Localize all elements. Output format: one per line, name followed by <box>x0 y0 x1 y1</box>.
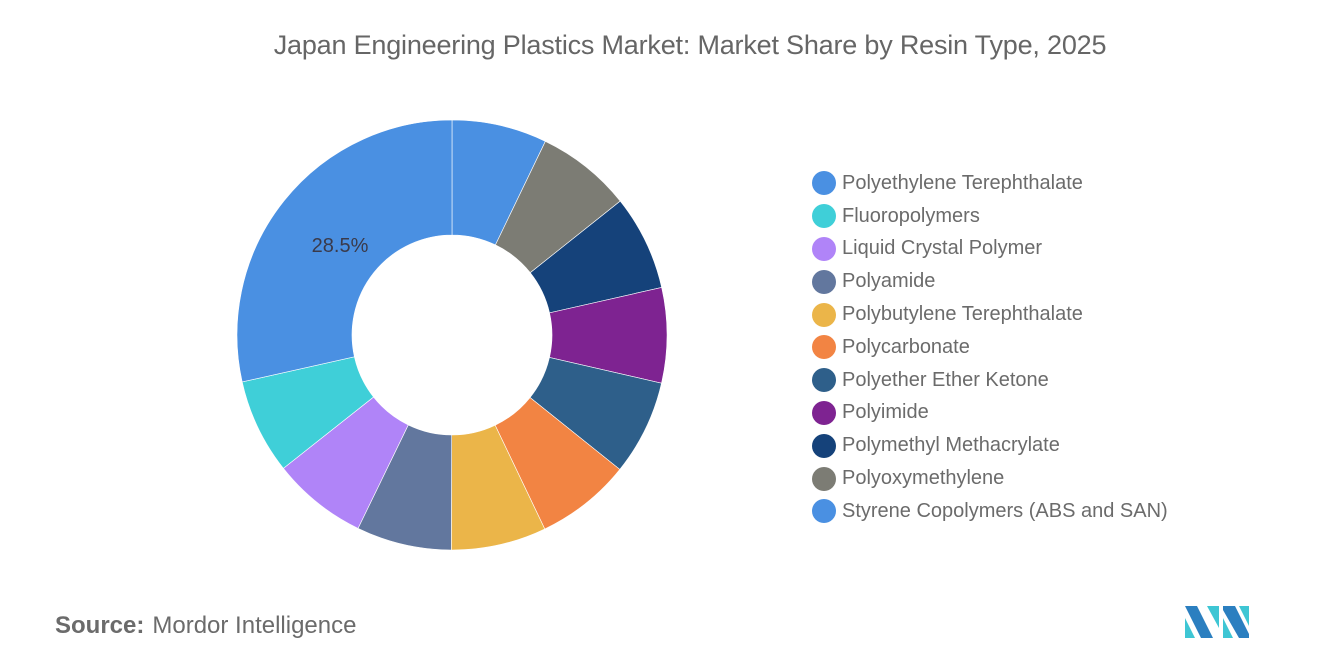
legend-swatch-icon <box>812 204 836 229</box>
donut-slices <box>236 119 668 551</box>
legend-label: Polyoxymethylene <box>842 467 1005 490</box>
legend-item-polyamide[interactable]: Polyamide <box>812 265 1168 298</box>
legend-swatch-icon <box>812 499 836 524</box>
legend-label: Polycarbonate <box>842 335 970 358</box>
slice-data-label: 28.5% <box>312 235 369 257</box>
legend-item-polyethylene-terephthalate[interactable]: Polyethylene Terephthalate <box>812 167 1168 200</box>
chart-legend: Polyethylene Terephthalate Fluoropolymer… <box>812 167 1168 528</box>
chart-title: Japan Engineering Plastics Market: Marke… <box>273 30 1107 60</box>
legend-swatch-icon <box>812 368 836 393</box>
legend-item-polyimide[interactable]: Polyimide <box>812 397 1168 430</box>
legend-label: Polyethylene Terephthalate <box>842 171 1083 194</box>
legend-item-polyoxymethylene[interactable]: Polyoxymethylene <box>812 462 1168 495</box>
legend-label: Polymethyl Methacrylate <box>842 434 1060 457</box>
legend-item-fluoropolymers[interactable]: Fluoropolymers <box>812 200 1168 233</box>
mordor-intelligence-logo-icon <box>1185 606 1249 638</box>
legend-label: Liquid Crystal Polymer <box>842 237 1043 260</box>
legend-item-polyether-ether-ketone[interactable]: Polyether Ether Ketone <box>812 364 1168 397</box>
legend-label: Polyamide <box>842 270 936 293</box>
legend-label: Polyether Ether Ketone <box>842 368 1049 391</box>
legend-swatch-icon <box>812 171 836 196</box>
legend-label: Fluoropolymers <box>842 204 980 227</box>
legend-label: Polybutylene Terephthalate <box>842 303 1083 326</box>
legend-item-polycarbonate[interactable]: Polycarbonate <box>812 331 1168 364</box>
legend-swatch-icon <box>812 433 836 458</box>
legend-item-polybutylene-terephthalate[interactable]: Polybutylene Terephthalate <box>812 298 1168 331</box>
legend-swatch-icon <box>812 466 836 491</box>
legend-swatch-icon <box>812 400 836 425</box>
legend-item-styrene-copolymers[interactable]: Styrene Copolymers (ABS and SAN) <box>812 495 1168 528</box>
source-label: Source: <box>55 612 145 639</box>
legend-label: Styrene Copolymers (ABS and SAN) <box>842 499 1168 522</box>
donut-slice-polyethylene-terephthalate[interactable] <box>236 119 453 383</box>
legend-swatch-icon <box>812 269 836 294</box>
source-value: Mordor Intelligence <box>152 612 357 639</box>
legend-swatch-icon <box>812 302 836 327</box>
legend-item-polymethyl-methacrylate[interactable]: Polymethyl Methacrylate <box>812 429 1168 462</box>
source-attribution: Source: Mordor Intelligence <box>55 612 356 640</box>
legend-swatch-icon <box>812 236 836 261</box>
legend-item-liquid-crystal-polymer[interactable]: Liquid Crystal Polymer <box>812 233 1168 266</box>
legend-swatch-icon <box>812 335 836 360</box>
legend-label: Polyimide <box>842 401 929 424</box>
